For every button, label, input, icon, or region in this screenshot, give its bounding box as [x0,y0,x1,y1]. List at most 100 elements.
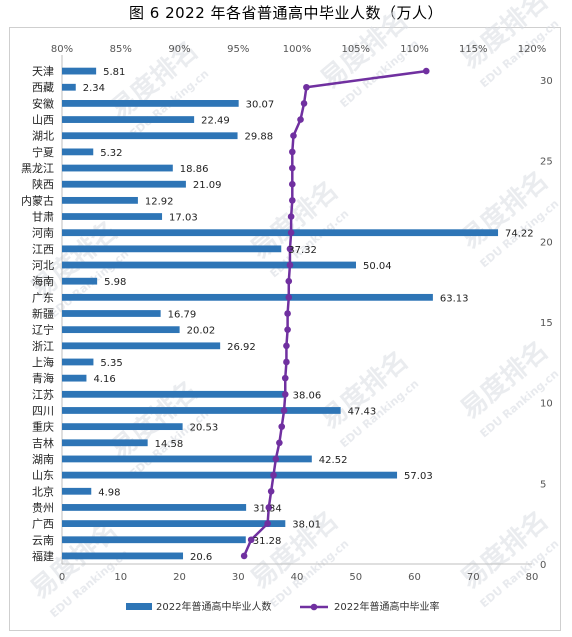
y-tick-label-right: 20 [540,237,553,248]
bar-data-label: 38.01 [292,520,321,531]
rate-point [264,520,271,527]
bar-data-label: 31.34 [253,503,282,514]
bar [62,390,286,398]
bar [62,374,87,382]
bar [62,358,94,366]
category-label: 新疆 [32,307,54,321]
rate-point [290,132,297,140]
category-label: 广西 [32,518,54,531]
category-label: 山西 [32,114,54,127]
x-tick-label-bottom: 80 [526,572,539,583]
bar [62,196,138,204]
x-tick-label-top: 80% [51,44,73,55]
rate-point [285,277,293,285]
x-tick-label-top: 95% [227,44,249,55]
legend-bar-label: 2022年普通高中毕业人数 [156,600,271,613]
y-tick-label-right: 5 [540,479,546,490]
chart-frame [9,27,561,631]
bar [62,455,312,463]
rate-point [240,552,248,560]
rate-point [280,407,288,414]
category-label: 吉林 [32,436,54,450]
category-label: 宁夏 [32,145,54,159]
rate-point [284,326,291,333]
rate-point [289,164,296,172]
rate-point [272,455,280,463]
bar [62,164,173,172]
chart-title: 图 6 2022 年各省普通高中毕业人数（万人） [128,4,444,22]
y-tick-label-right: 30 [540,76,553,87]
x-tick-label-top: 120% [518,44,547,55]
category-label: 天津 [32,65,54,78]
bar [62,213,163,220]
bar [62,552,184,560]
bar [62,439,148,447]
x-tick-label-bottom: 70 [467,572,480,583]
rate-point [286,245,294,253]
x-tick-label-top: 85% [110,44,132,55]
bar [62,487,92,495]
x-tick-label-bottom: 20 [173,572,186,583]
category-label: 西藏 [32,81,54,94]
bar-data-label: 20.02 [187,326,216,337]
category-label: 云南 [32,534,54,547]
y-tick-label-right: 10 [540,399,553,410]
category-label: 四川 [32,404,54,417]
rate-point [287,229,295,236]
rate-point [247,536,255,544]
y-tick-label-right: 0 [540,560,546,571]
rate-point [283,342,290,350]
rate-point [281,374,289,382]
category-label: 河南 [32,227,54,240]
bar [62,293,433,301]
category-label: 上海 [32,355,54,369]
bars-layer [62,67,499,560]
category-label: 河北 [32,259,54,272]
category-label: 山东 [32,469,54,482]
bar-data-label: 5.32 [100,148,122,159]
bar-data-label: 42.52 [319,455,348,466]
bar-data-label: 2.34 [83,83,105,94]
bar-data-label: 29.88 [245,132,274,143]
bar [62,326,180,334]
category-label: 海南 [32,274,54,288]
rate-point [303,83,310,91]
bar-data-label: 17.03 [169,213,198,224]
bar [62,261,356,269]
bar-data-label: 21.09 [193,180,222,191]
rate-point [284,310,291,317]
bar [62,536,246,544]
category-label: 黑龙江 [21,162,54,175]
bar [62,100,239,107]
rate-point [267,487,275,495]
bar [62,245,282,253]
bar-data-label: 26.92 [227,342,256,353]
bar [62,132,238,140]
bar-data-label: 4.98 [98,487,120,498]
y-tick-label-right: 15 [540,318,553,329]
bar-data-label: 4.16 [93,374,115,385]
bar [62,67,97,75]
bar [62,83,76,91]
bar-data-label: 63.13 [440,293,469,304]
bar-data-label: 18.86 [180,164,209,175]
x-tick-label-top: 115% [459,44,488,55]
rate-point [422,67,430,75]
bar-data-label: 30.07 [246,99,275,110]
line-layer [240,67,430,560]
category-label: 浙江 [32,340,54,353]
x-tick-label-bottom: 30 [232,572,245,583]
bar-data-label: 47.43 [348,406,377,417]
bar [62,407,341,414]
bar [62,116,195,123]
category-label: 广东 [32,291,54,304]
bar [62,277,98,285]
rate-point [286,261,294,269]
rate-point [276,439,283,447]
bar-data-label: 57.03 [404,471,433,482]
bar [62,471,398,479]
x-tick-label-top: 110% [400,44,429,55]
category-label: 贵州 [32,501,54,514]
